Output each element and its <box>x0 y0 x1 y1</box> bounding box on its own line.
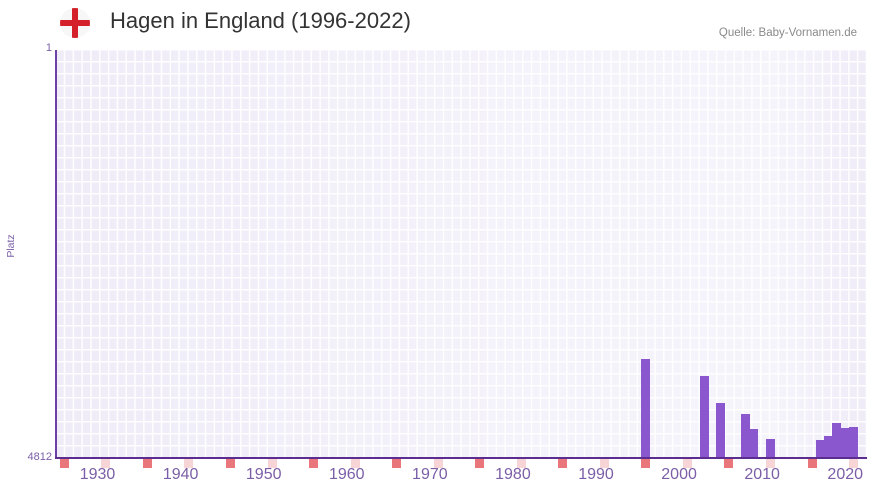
x-axis-tick-label: 1950 <box>245 466 282 483</box>
y-axis-title: Platz <box>5 234 17 258</box>
x-axis-tick-swatch <box>225 459 235 468</box>
flag-cross-horizontal <box>60 20 90 26</box>
bar <box>849 427 859 458</box>
bar <box>832 423 842 458</box>
x-axis-tick-swatch <box>807 459 817 468</box>
x-axis-tick-swatch <box>101 459 111 468</box>
x-axis-line <box>55 457 867 459</box>
bar <box>749 428 759 458</box>
x-axis-tick-swatch <box>142 459 152 468</box>
chart-title: Hagen in England (1996-2022) <box>110 8 411 33</box>
x-axis-tick-swatch <box>599 459 609 468</box>
plot-area <box>56 50 866 458</box>
y-axis-tick-top: 1 <box>45 42 52 54</box>
x-axis-tick-swatch <box>641 459 651 468</box>
x-axis-tick-label: 1970 <box>412 466 448 483</box>
bar <box>824 435 834 458</box>
bar <box>699 375 709 458</box>
x-axis-tick-swatch <box>765 459 775 468</box>
x-axis-tick-label: 1930 <box>79 466 116 483</box>
x-axis-tick-swatch <box>433 459 443 468</box>
x-axis-tick-label: 2020 <box>827 466 864 483</box>
x-axis-tick-swatch <box>558 459 568 468</box>
x-axis-tick-swatch <box>184 459 194 468</box>
england-flag-icon <box>60 8 90 38</box>
x-axis-tick-label: 1960 <box>328 466 365 483</box>
x-axis-tick-label: 2000 <box>661 466 697 483</box>
bar <box>716 402 726 458</box>
x-axis-tick-swatch <box>350 459 360 468</box>
y-axis-tick-bottom: 4812 <box>27 451 52 463</box>
x-axis-tick-swatch <box>724 459 734 468</box>
bar <box>741 413 751 458</box>
grid-lines <box>56 50 866 458</box>
y-axis-line <box>55 50 57 459</box>
x-axis-tick-swatch <box>849 459 859 468</box>
x-axis-tick-swatch <box>392 459 402 468</box>
bar <box>765 439 775 458</box>
x-axis-tick-swatch <box>475 459 485 468</box>
x-axis-tick-swatch <box>267 459 277 468</box>
x-axis-tick-label: 1980 <box>495 466 531 483</box>
chart-header: Hagen in England (1996-2022) Quelle: Bab… <box>0 0 873 44</box>
bar <box>641 358 651 458</box>
x-axis-tick-swatch <box>516 459 526 468</box>
bar <box>840 428 850 458</box>
x-axis-tick-swatch <box>59 459 69 468</box>
x-axis-tick-label: 1940 <box>162 466 199 483</box>
bar <box>815 440 825 458</box>
x-axis-tick-swatch <box>309 459 319 468</box>
x-axis-tick-label: 2010 <box>744 466 780 483</box>
source-label: Quelle: Baby-Vornamen.de <box>718 27 857 39</box>
x-axis-tick-label: 1990 <box>578 466 614 483</box>
x-axis-tick-swatch <box>682 459 692 468</box>
